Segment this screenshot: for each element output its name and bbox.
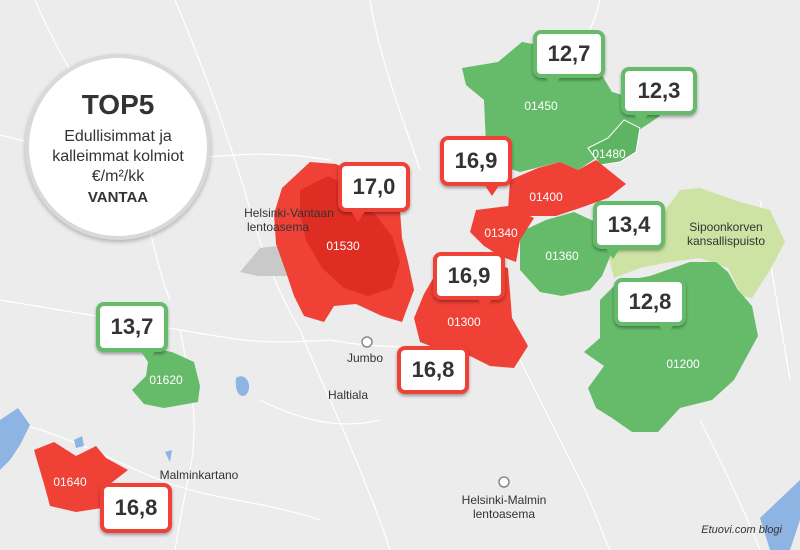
value-badge-near-01300: 16,8 xyxy=(397,346,469,394)
value-badge-01200: 12,8 xyxy=(614,278,686,336)
place-label-airport-2: lentoasema xyxy=(247,220,309,234)
water-bodies xyxy=(0,376,800,550)
value-badge-01620: 13,7 xyxy=(96,302,168,362)
title-heading: TOP5 xyxy=(81,88,155,120)
value-badge-01450: 12,7 xyxy=(533,30,605,88)
value-badge-01530: 17,0 xyxy=(338,162,410,222)
area-01480 xyxy=(587,119,641,166)
postal-label-01640: 01640 xyxy=(53,475,87,489)
value-badge-01300: 16,9 xyxy=(433,252,505,310)
jumbo-marker xyxy=(361,336,373,348)
value-badge-01400: 16,9 xyxy=(440,136,512,196)
value-badge-01480: 12,3 xyxy=(621,67,697,125)
area-01530-core xyxy=(300,176,400,296)
area-01360 xyxy=(520,212,612,296)
place-label-malmi-1: Helsinki-Malmin xyxy=(462,493,547,507)
title-unit: €/m²/kk xyxy=(91,167,145,185)
place-label-malmi-2: lentoasema xyxy=(473,507,535,521)
place-label-haltiala: Haltiala xyxy=(328,388,368,402)
postal-label-01200: 01200 xyxy=(666,357,700,371)
place-label-malminkartano: Malminkartano xyxy=(160,468,239,482)
place-label-park-1: Sipoonkorven xyxy=(689,220,762,234)
place-label-airport-1: Helsinki-Vantaan xyxy=(244,206,334,220)
area-01340 xyxy=(470,206,534,262)
malmi-airport-marker xyxy=(498,476,510,488)
place-label-jumbo: Jumbo xyxy=(347,351,383,365)
value-badge-01360: 13,4 xyxy=(593,201,665,259)
credit-text: Etuovi.com blogi xyxy=(701,524,782,536)
title-circle: TOP5 Edullisimmat ja kalleimmat kolmiot … xyxy=(25,54,211,240)
title-line-2: kalleimmat kolmiot xyxy=(52,147,184,165)
postal-label-01300: 01300 xyxy=(447,315,481,329)
postal-label-01450: 01450 xyxy=(524,99,558,113)
postal-label-01360: 01360 xyxy=(545,249,579,263)
postal-label-01480: 01480 xyxy=(592,147,626,161)
postal-label-01620: 01620 xyxy=(149,373,183,387)
area-01620 xyxy=(132,348,200,408)
title-city: VANTAA xyxy=(87,188,149,206)
place-label-park-2: kansallispuisto xyxy=(687,234,765,248)
value-badge-01640: 16,8 xyxy=(100,483,172,533)
postal-label-01340: 01340 xyxy=(484,226,518,240)
postal-label-01530: 01530 xyxy=(326,239,360,253)
postal-label-01400: 01400 xyxy=(529,190,563,204)
title-line-1: Edullisimmat ja xyxy=(64,127,172,145)
park-sipoonkorpi xyxy=(606,188,785,298)
